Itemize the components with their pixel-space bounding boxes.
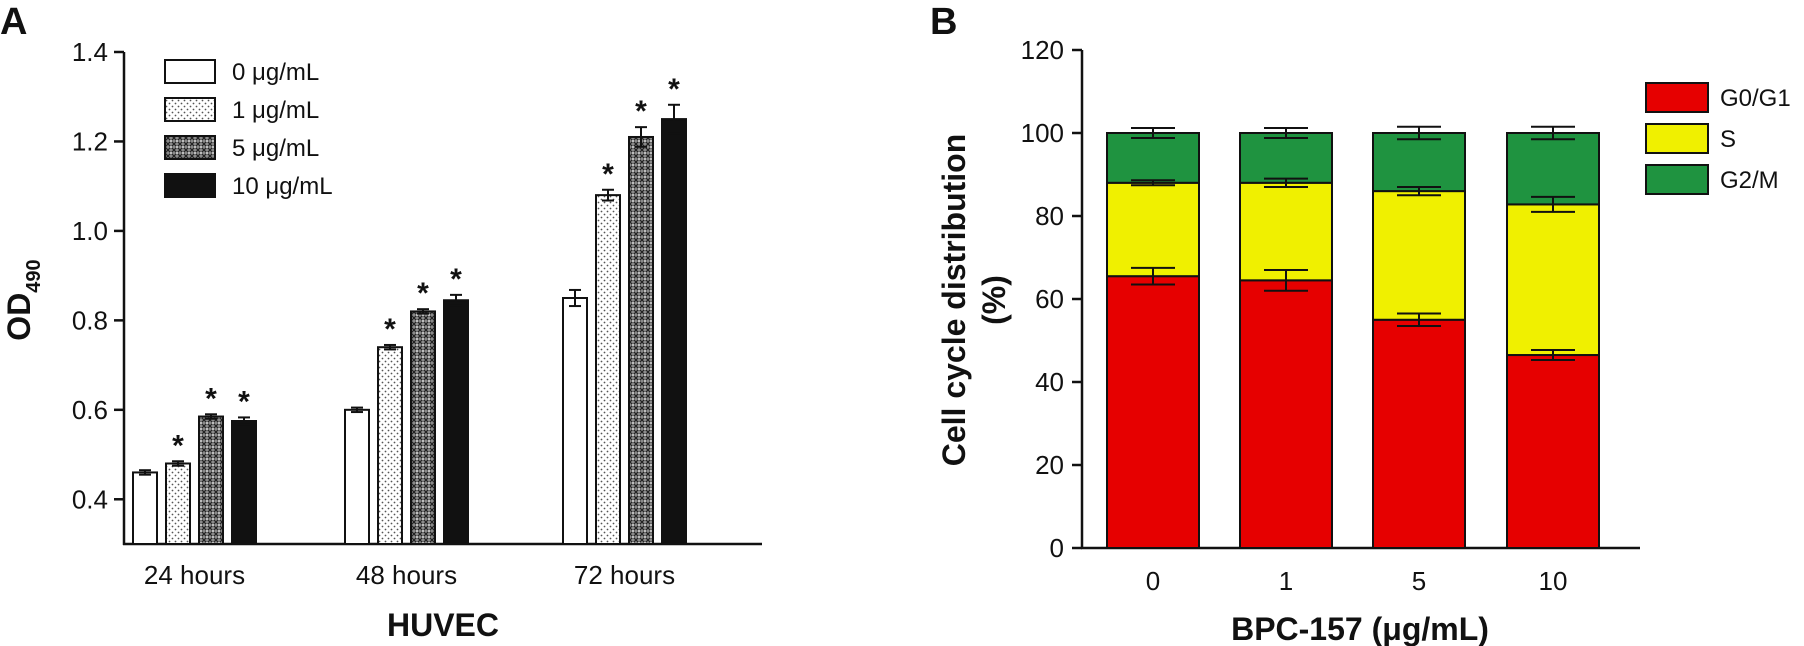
legend-label: G0/G1 [1720,85,1791,112]
stack-segment-1-0 [1106,181,1200,278]
panel-a-x-title: HUVEC [387,607,499,643]
x-category-label: 72 hours [574,560,675,590]
legend-swatch [1645,123,1709,154]
significance-star: * [417,277,429,310]
significance-star: * [384,313,396,346]
stack-segment-0-3 [1506,354,1600,549]
panel-a-bars: * * * * * * * * * [132,73,687,546]
x-category-label: 5 [1412,566,1426,596]
bar-3-2 [661,118,687,545]
legend-swatch [1645,164,1709,195]
stack-segment-2-1 [1239,132,1333,184]
significance-star: * [668,73,680,106]
svg-text:OD490: OD490 [1,259,45,340]
bar-3-1 [443,299,469,545]
stack-segment-1-1 [1239,181,1333,282]
panel-b-y-title: Cell cycle distribution (%) [936,134,1012,467]
y-tick-label: 120 [1021,35,1064,65]
bar-1-1 [377,346,403,546]
panel-b-legend: G0/G1 S G2/M [1645,82,1791,195]
panel-b-chart: B 0 20 40 60 80 100 120 0 1 5 10 Cell cycle distr… [930,1,1791,646]
stack-segment-2-0 [1106,132,1200,184]
legend-swatch [164,59,216,84]
bar-0-1 [344,408,370,545]
significance-star: * [635,95,647,128]
stack-segment-1-2 [1372,190,1466,321]
panel-a-x-categories: 24 hours 48 hours 72 hours [144,560,675,590]
panel-a-ylabel-sub: 490 [23,259,45,292]
stack-segment-0-2 [1372,318,1466,549]
legend-label: 1 μg/mL [232,97,319,124]
panel-b-y-ticks: 0 20 40 60 80 100 120 [1021,35,1082,563]
bar-2-1 [410,310,436,545]
panel-b-bars [1106,125,1600,549]
bar-1-2 [595,194,621,546]
y-tick-label: 0.6 [72,395,108,425]
stack-segment-0-0 [1106,275,1200,549]
legend-swatch [164,135,216,160]
panel-b-x-title: BPC-157 (μg/mL) [1231,611,1489,646]
panel-b-ylabel-line1: Cell cycle distribution [936,134,972,467]
bar-2-0 [198,415,224,546]
panel-a-y-ticks: 0.4 0.6 0.8 1.0 1.2 1.4 [72,37,124,514]
y-tick-label: 100 [1021,118,1064,148]
bar-2-2 [628,135,654,545]
x-category-label: 48 hours [356,560,457,590]
legend-label: G2/M [1720,167,1779,194]
significance-star: * [450,263,462,296]
x-category-label: 10 [1539,566,1568,596]
x-category-label: 24 hours [144,560,245,590]
y-tick-label: 20 [1035,450,1064,480]
y-tick-label: 1.2 [72,126,108,156]
panel-a-y-title: OD490 [1,259,45,340]
bar-3-0 [231,420,257,545]
y-tick-label: 0 [1050,533,1064,563]
stack-segment-0-1 [1239,279,1333,549]
y-tick-label: 40 [1035,367,1064,397]
stack-segment-1-3 [1506,203,1600,357]
legend-swatch [164,97,216,122]
y-tick-label: 1.0 [72,216,108,246]
stack-segment-2-2 [1372,132,1466,193]
bar-0-2 [562,297,588,545]
bar-0-0 [132,471,158,546]
significance-star: * [172,429,184,462]
y-tick-label: 1.4 [72,37,108,67]
significance-star: * [205,382,217,415]
legend-swatch [164,173,216,198]
panel-b-label: B [930,1,957,43]
significance-star: * [238,385,250,418]
stack-segment-2-3 [1506,132,1600,206]
significance-star: * [602,158,614,191]
panel-a-ylabel-main: OD [1,293,37,341]
panel-a-legend: 0 μg/mL 1 μg/mL 5 μg/mL 10 μg/mL [164,59,333,200]
legend-label: 5 μg/mL [232,135,319,162]
x-category-label: 0 [1146,566,1160,596]
panel-a-label: A [0,1,27,43]
y-tick-label: 80 [1035,201,1064,231]
bar-1-0 [165,462,191,545]
x-category-label: 1 [1279,566,1293,596]
y-tick-label: 60 [1035,284,1064,314]
panel-b-ylabel-line2: (%) [976,275,1012,325]
y-tick-label: 0.8 [72,305,108,335]
legend-label: S [1720,126,1736,153]
panel-a-chart: A 0.4 0.6 0.8 1.0 1.2 1.4 * * * * * * * * * 24 hours 4… [0,1,762,643]
legend-label: 0 μg/mL [232,59,319,86]
y-tick-label: 0.4 [72,484,108,514]
legend-label: 10 μg/mL [232,173,333,200]
legend-swatch [1645,82,1709,113]
panel-b-x-categories: 0 1 5 10 [1146,566,1568,596]
